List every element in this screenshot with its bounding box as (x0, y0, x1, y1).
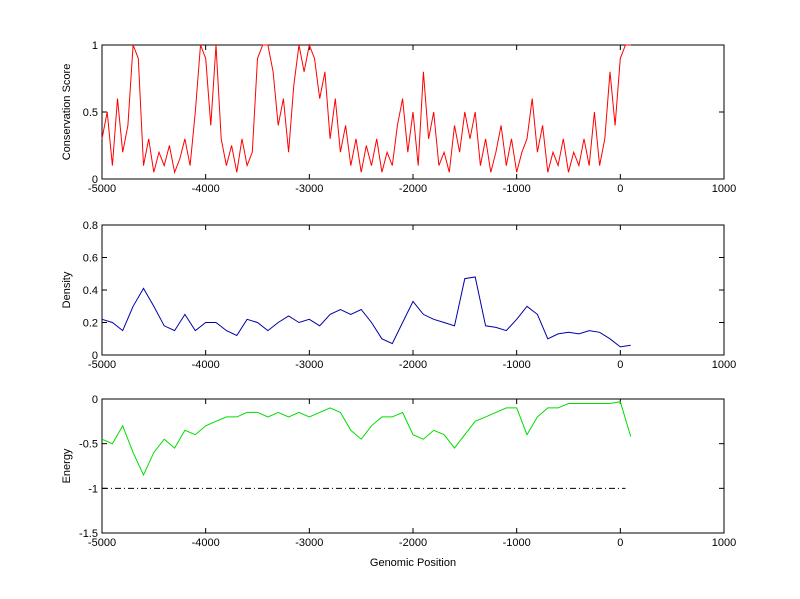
x-tick-label: -1000 (503, 183, 531, 195)
data-line (101, 43, 631, 175)
x-tick-label: 1000 (712, 183, 736, 195)
y-axis-label: Density (61, 271, 73, 308)
y-tick-label: 0 (92, 174, 98, 186)
data-line (101, 276, 631, 348)
x-tick-label: -3000 (295, 183, 323, 195)
y-tick-label: 0.8 (83, 220, 98, 232)
y-tick-label: -1.5 (79, 528, 98, 540)
x-tick-label: -1000 (503, 537, 531, 549)
x-tick-label: -1000 (503, 359, 531, 371)
x-tick-label: 0 (617, 359, 623, 371)
x-axis-label: Genomic Position (370, 557, 456, 569)
x-tick-label: 1000 (712, 537, 736, 549)
y-tick-label: -1 (88, 483, 98, 495)
y-tick-label: 0 (92, 350, 98, 362)
y-tick-label: 0.2 (83, 318, 98, 330)
y-tick-label: 0.4 (83, 285, 98, 297)
x-tick-label: -2000 (399, 537, 427, 549)
x-tick-label: -4000 (192, 183, 220, 195)
x-tick-label: -4000 (192, 359, 220, 371)
x-tick-label: 1000 (712, 359, 736, 371)
y-axis-label: Energy (61, 448, 73, 483)
x-tick-label: -5000 (88, 183, 116, 195)
axes-box (101, 224, 725, 356)
y-tick-label: 1 (92, 40, 98, 52)
axes-box (101, 398, 725, 534)
x-tick-label: -3000 (295, 537, 323, 549)
x-tick-label: 0 (617, 183, 623, 195)
x-tick-label: -5000 (88, 537, 116, 549)
x-tick-label: -2000 (399, 183, 427, 195)
y-axis-label: Conservation Score (61, 64, 73, 161)
x-tick-label: -3000 (295, 359, 323, 371)
y-tick-label: 0.6 (83, 253, 98, 265)
x-tick-label: -2000 (399, 359, 427, 371)
y-tick-label: 0.5 (83, 107, 98, 119)
y-tick-label: 0 (92, 394, 98, 406)
data-line (101, 401, 632, 477)
x-tick-label: -5000 (88, 359, 116, 371)
x-tick-label: -4000 (192, 537, 220, 549)
x-tick-label: 0 (617, 537, 623, 549)
y-tick-label: -0.5 (79, 439, 98, 451)
